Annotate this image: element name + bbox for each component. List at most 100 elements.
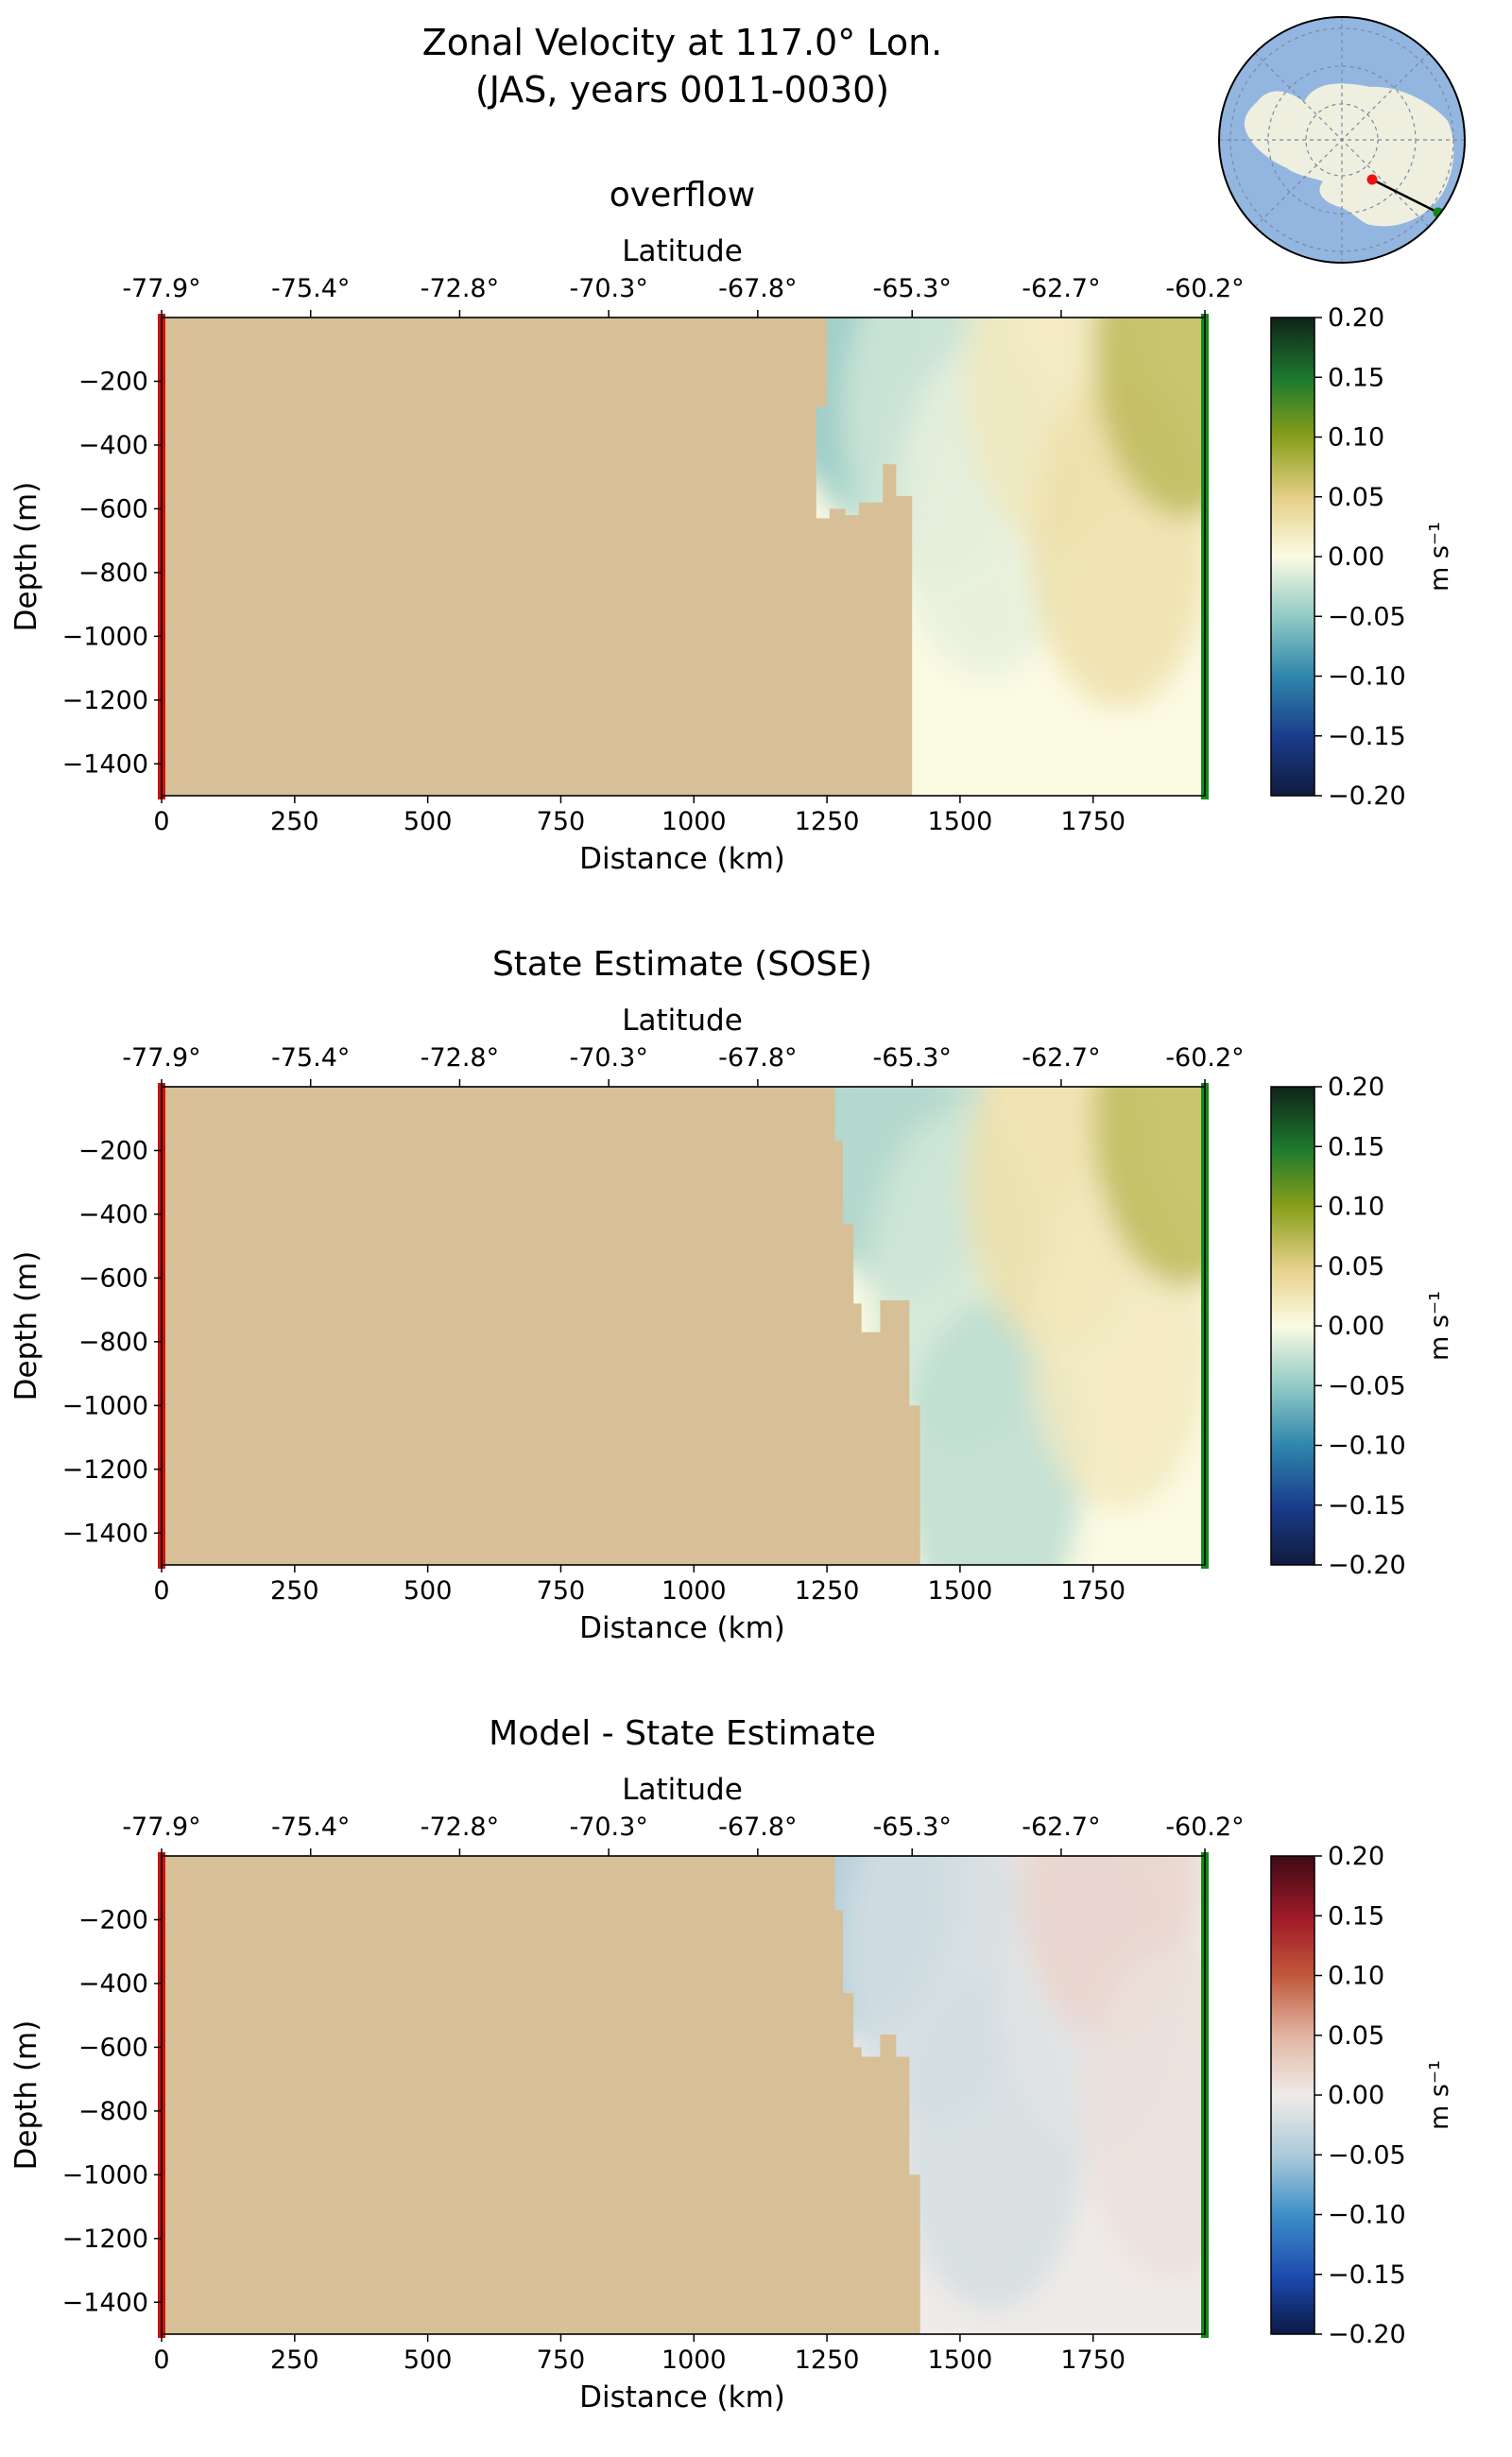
x-axis-label: Distance (km): [579, 1611, 785, 1645]
x-tick-label: 500: [404, 1576, 453, 1606]
panel-title: overflow: [610, 176, 755, 215]
colorbar-tick-label: −0.20: [1328, 2320, 1406, 2349]
x-tick-label: 1250: [795, 1576, 860, 1606]
colorbar-tick-label: 0.00: [1328, 2081, 1384, 2110]
x-tick-label: 750: [537, 2345, 586, 2375]
colorbar-tick-label: 0.10: [1328, 1193, 1384, 1222]
x-tick-label: 1500: [928, 2345, 993, 2375]
colorbar-tick-label: 0.10: [1328, 423, 1384, 453]
lat-tick-label: -62.7°: [1022, 1043, 1100, 1073]
y-tick-label: −400: [78, 1200, 148, 1229]
x-tick-label: 0: [153, 807, 169, 836]
plot-frame: [161, 1855, 1206, 2335]
colorbar: 0.20 0.15 0.10 0.05 0.00 −0.05 −0.10 −0.15 −0.20…: [1270, 1842, 1454, 2349]
lat-tick-label: -70.3°: [569, 274, 647, 303]
land-mask: [162, 318, 913, 796]
y-tick-label: −1200: [62, 686, 148, 715]
x-tick-label: 1750: [1060, 1576, 1125, 1606]
colorbar-tick-label: −0.05: [1328, 1371, 1406, 1400]
colorbar-tick-label: −0.15: [1328, 1491, 1406, 1521]
velocity-sample: [1093, 318, 1205, 517]
chart-panel-3: Model - State Estimate 0 250 500 750 1000 1250…: [9, 1714, 1454, 2414]
y-tick-label: −600: [78, 2033, 148, 2062]
colorbar: 0.20 0.15 0.10 0.05 0.00 −0.05 −0.10 −0.15 −0.20…: [1270, 303, 1454, 811]
y-tick-label: −1000: [62, 2160, 148, 2190]
chart-panel-2: State Estimate (SOSE) 0 250 500 750 1000 1250 1…: [9, 945, 1454, 1645]
lat-tick-label: -60.2°: [1165, 1043, 1244, 1073]
velocity-field: [162, 1856, 1205, 2334]
colorbar-tick-label: −0.05: [1328, 2140, 1406, 2170]
x-tick-label: 1500: [928, 1576, 993, 1606]
x-tick-label: 1250: [795, 2345, 860, 2375]
x-tick-label: 1500: [928, 807, 993, 836]
lat-tick-label: -72.8°: [421, 1813, 499, 1842]
colorbar: 0.20 0.15 0.10 0.05 0.00 −0.05 −0.10 −0.15 −0.20…: [1270, 1073, 1454, 1580]
plot-frame: [161, 1086, 1206, 1566]
colorbar-gradient: [1270, 317, 1315, 797]
figure-title-line1: Zonal Velocity at 117.0° Lon.: [422, 22, 942, 63]
y-tick-label: −1000: [62, 1391, 148, 1420]
y-tick-label: −1400: [62, 749, 148, 779]
y-tick-label: −800: [78, 1328, 148, 1357]
lat-tick-label: -65.3°: [873, 274, 952, 303]
land-mask: [162, 1856, 920, 2334]
y-tick-label: −800: [78, 558, 148, 588]
x-tick-label: 250: [270, 1576, 319, 1606]
colorbar-tick-label: 0.20: [1328, 1073, 1384, 1102]
figure-title-line2: (JAS, years 0011-0030): [475, 69, 889, 111]
x-tick-label: 1750: [1060, 807, 1125, 836]
y-tick-label: −1400: [62, 2288, 148, 2317]
y-tick-label: −1400: [62, 1519, 148, 1548]
lat-tick-label: -60.2°: [1165, 274, 1244, 303]
colorbar-tick-label: 0.05: [1328, 2021, 1384, 2051]
lat-tick-label: -67.8°: [718, 274, 797, 303]
velocity-field: [162, 318, 1205, 796]
antarctica-landmass: [1244, 83, 1454, 227]
x-axis-label: Distance (km): [579, 2380, 785, 2414]
top-axis-label: Latitude: [622, 1004, 743, 1038]
lat-tick-label: -77.9°: [122, 274, 200, 303]
y-tick-label: −1000: [62, 622, 148, 651]
colorbar-tick-label: 0.15: [1328, 1132, 1384, 1161]
y-tick-label: −1200: [62, 1455, 148, 1485]
y-tick-label: −200: [78, 1905, 148, 1934]
colorbar-tick-label: 0.20: [1328, 1842, 1384, 1871]
y-axis-label: Depth (m): [9, 1251, 43, 1401]
top-axis-label: Latitude: [622, 1773, 743, 1807]
colorbar-gradient: [1270, 1086, 1315, 1566]
colorbar-tick-label: −0.10: [1328, 1432, 1406, 1461]
land-mask: [162, 1087, 920, 1565]
colorbar-tick-label: −0.15: [1328, 2260, 1406, 2290]
panel-title: State Estimate (SOSE): [492, 945, 872, 984]
x-tick-label: 1000: [662, 807, 727, 836]
x-tick-label: 0: [153, 1576, 169, 1606]
x-axis-label: Distance (km): [579, 842, 785, 876]
x-tick-label: 750: [537, 1576, 586, 1606]
x-tick-label: 1000: [662, 1576, 727, 1606]
colorbar-tick-label: 0.05: [1328, 483, 1384, 512]
x-tick-label: 1750: [1060, 2345, 1125, 2375]
panel-title: Model - State Estimate: [489, 1714, 876, 1753]
x-tick-label: 750: [537, 807, 586, 836]
velocity-blobs: [774, 1856, 1205, 2311]
lat-tick-label: -65.3°: [873, 1043, 952, 1073]
y-tick-label: −400: [78, 1969, 148, 1999]
section-line: [1371, 178, 1439, 215]
lat-tick-label: -67.8°: [718, 1813, 797, 1842]
chart-panel-1: overflow 0 250 500 750 1000 1250 1500 1750 Distan…: [9, 176, 1454, 876]
colorbar-tick-label: −0.10: [1328, 662, 1406, 692]
y-axis-label: Depth (m): [9, 482, 43, 632]
lat-tick-label: -70.3°: [569, 1813, 647, 1842]
colorbar-tick-label: −0.20: [1328, 1551, 1406, 1580]
x-tick-label: 1000: [662, 2345, 727, 2375]
x-tick-label: 250: [270, 807, 319, 836]
velocity-sample: [1093, 1087, 1205, 1286]
colorbar-label: m s⁻¹: [1425, 1291, 1454, 1361]
colorbar-tick-label: −0.20: [1328, 782, 1406, 811]
section-start-point: [1366, 174, 1378, 185]
colorbar-tick-label: 0.00: [1328, 1312, 1384, 1341]
x-tick-label: 0: [153, 2345, 169, 2375]
lat-tick-label: -72.8°: [421, 1043, 499, 1073]
map-border: [1218, 16, 1466, 264]
